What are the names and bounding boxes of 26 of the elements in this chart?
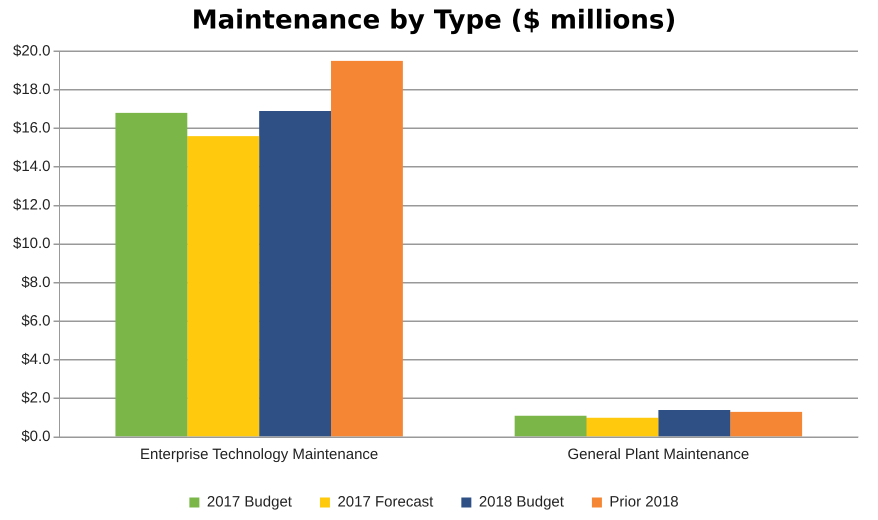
chart-title: Maintenance by Type ($ millions) (192, 5, 676, 36)
bar (730, 412, 802, 436)
bar (259, 111, 332, 436)
bar (586, 418, 658, 436)
y-tick-label: $2.0 (21, 390, 51, 407)
y-tick-label: $12.0 (12, 196, 51, 214)
x-tick-label: Enterprise Technology Maintenance (140, 446, 378, 464)
legend-label: 2017 Forecast (337, 494, 434, 511)
bar (658, 410, 730, 436)
y-tick-label: $18.0 (12, 80, 51, 98)
bar (115, 112, 188, 436)
y-tick-label: $8.0 (21, 274, 51, 291)
y-tick-label: $14.0 (12, 158, 51, 176)
y-tick-label: $16.0 (12, 120, 51, 136)
legend-label: 2017 Budget (206, 494, 293, 511)
y-tick-label: $0.0 (21, 428, 51, 446)
bar (514, 416, 587, 436)
y-tick-label: $4.0 (21, 350, 51, 368)
legend-label: Prior 2018 (609, 494, 679, 511)
legend-label: 2018 Budget (478, 494, 565, 511)
y-tick-label: $10.0 (12, 235, 51, 252)
bar (187, 136, 260, 436)
x-tick-label: General Plant Maintenance (567, 446, 750, 464)
y-tick-label: $6.0 (21, 312, 51, 330)
bar (331, 60, 403, 436)
y-tick-label: $20.0 (12, 42, 51, 60)
